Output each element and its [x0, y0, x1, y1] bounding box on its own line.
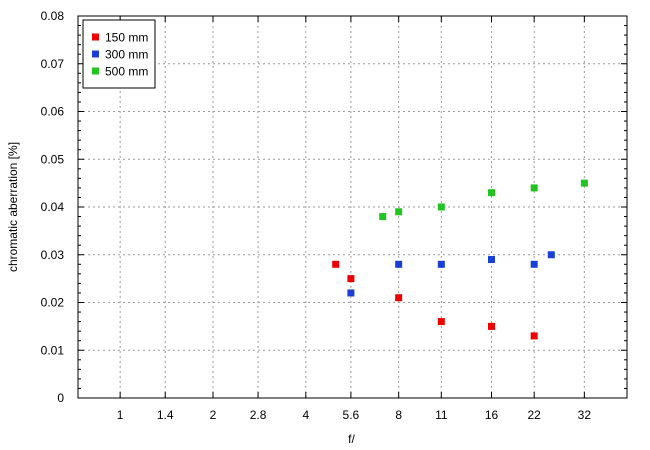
x-tick-label: 1 [117, 408, 124, 422]
grid [78, 16, 627, 398]
legend-label: 150 mm [105, 31, 148, 45]
legend-marker-150-mm [92, 33, 99, 41]
data-point-500-mm-3 [488, 189, 496, 197]
data-point-300-mm-3 [488, 256, 496, 264]
data-point-150-mm-3 [437, 318, 445, 326]
data-point-150-mm-1 [347, 275, 355, 283]
legend-label: 500 mm [105, 65, 148, 79]
x-tick-label: 16 [485, 408, 499, 422]
data-point-300-mm-2 [437, 260, 445, 268]
x-tick-label: 2 [210, 408, 217, 422]
y-tick-label: 0.08 [41, 9, 65, 23]
data-points [332, 179, 588, 340]
y-tick-label: 0.07 [41, 57, 65, 71]
legend: 150 mm 300 mm 500 mm [82, 19, 156, 89]
data-point-150-mm-0 [332, 260, 340, 268]
y-axis-ticks: 0 0.01 0.02 0.03 0.04 0.05 0.06 0.07 0.08 [41, 9, 627, 405]
x-tick-label: 22 [527, 408, 541, 422]
y-tick-label: 0.05 [41, 152, 65, 166]
legend-label: 300 mm [105, 48, 148, 62]
legend-marker-300-mm [92, 50, 99, 58]
x-axis-title: f/ [348, 432, 355, 446]
x-tick-label: 8 [395, 408, 402, 422]
x-axis-ticks: 1 1.4 2 2.8 4 5.6 8 11 16 22 32 [117, 16, 592, 422]
data-point-300-mm-5 [547, 251, 555, 259]
data-point-500-mm-0 [379, 213, 387, 221]
x-tick-label: 5.6 [343, 408, 360, 422]
y-tick-label: 0.06 [41, 105, 65, 119]
data-point-500-mm-2 [437, 203, 445, 211]
y-tick-label: 0.01 [41, 343, 65, 357]
y-tick-label: 0.02 [41, 296, 65, 310]
data-point-150-mm-2 [395, 294, 403, 302]
data-point-150-mm-5 [530, 332, 538, 340]
x-tick-label: 2.8 [250, 408, 267, 422]
data-point-500-mm-4 [530, 184, 538, 192]
data-point-300-mm-1 [395, 260, 403, 268]
data-point-500-mm-5 [580, 179, 588, 187]
y-axis-title: chromatic aberration [%] [6, 142, 20, 272]
data-point-500-mm-1 [395, 208, 403, 216]
x-tick-label: 1.4 [157, 408, 174, 422]
y-tick-label: 0.03 [41, 248, 65, 262]
x-tick-label: 4 [302, 408, 309, 422]
data-point-300-mm-4 [530, 260, 538, 268]
data-point-150-mm-4 [488, 322, 496, 330]
x-tick-label: 11 [435, 408, 448, 422]
x-tick-label: 32 [578, 408, 592, 422]
data-point-300-mm-0 [347, 289, 355, 297]
y-tick-label: 0 [57, 391, 64, 405]
y-tick-label: 0.04 [41, 200, 65, 214]
legend-marker-500-mm [92, 67, 99, 75]
